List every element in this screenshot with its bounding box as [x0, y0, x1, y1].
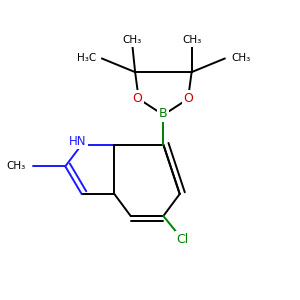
Text: CH₃: CH₃ [122, 35, 142, 45]
Text: O: O [133, 92, 142, 105]
Text: H₃C: H₃C [77, 53, 96, 63]
Text: CH₃: CH₃ [232, 53, 251, 63]
Text: Cl: Cl [177, 233, 189, 246]
Text: CH₃: CH₃ [7, 161, 26, 171]
Text: B: B [159, 107, 168, 120]
Text: CH₃: CH₃ [182, 35, 201, 45]
Text: O: O [184, 92, 194, 105]
Text: HN: HN [69, 135, 87, 148]
